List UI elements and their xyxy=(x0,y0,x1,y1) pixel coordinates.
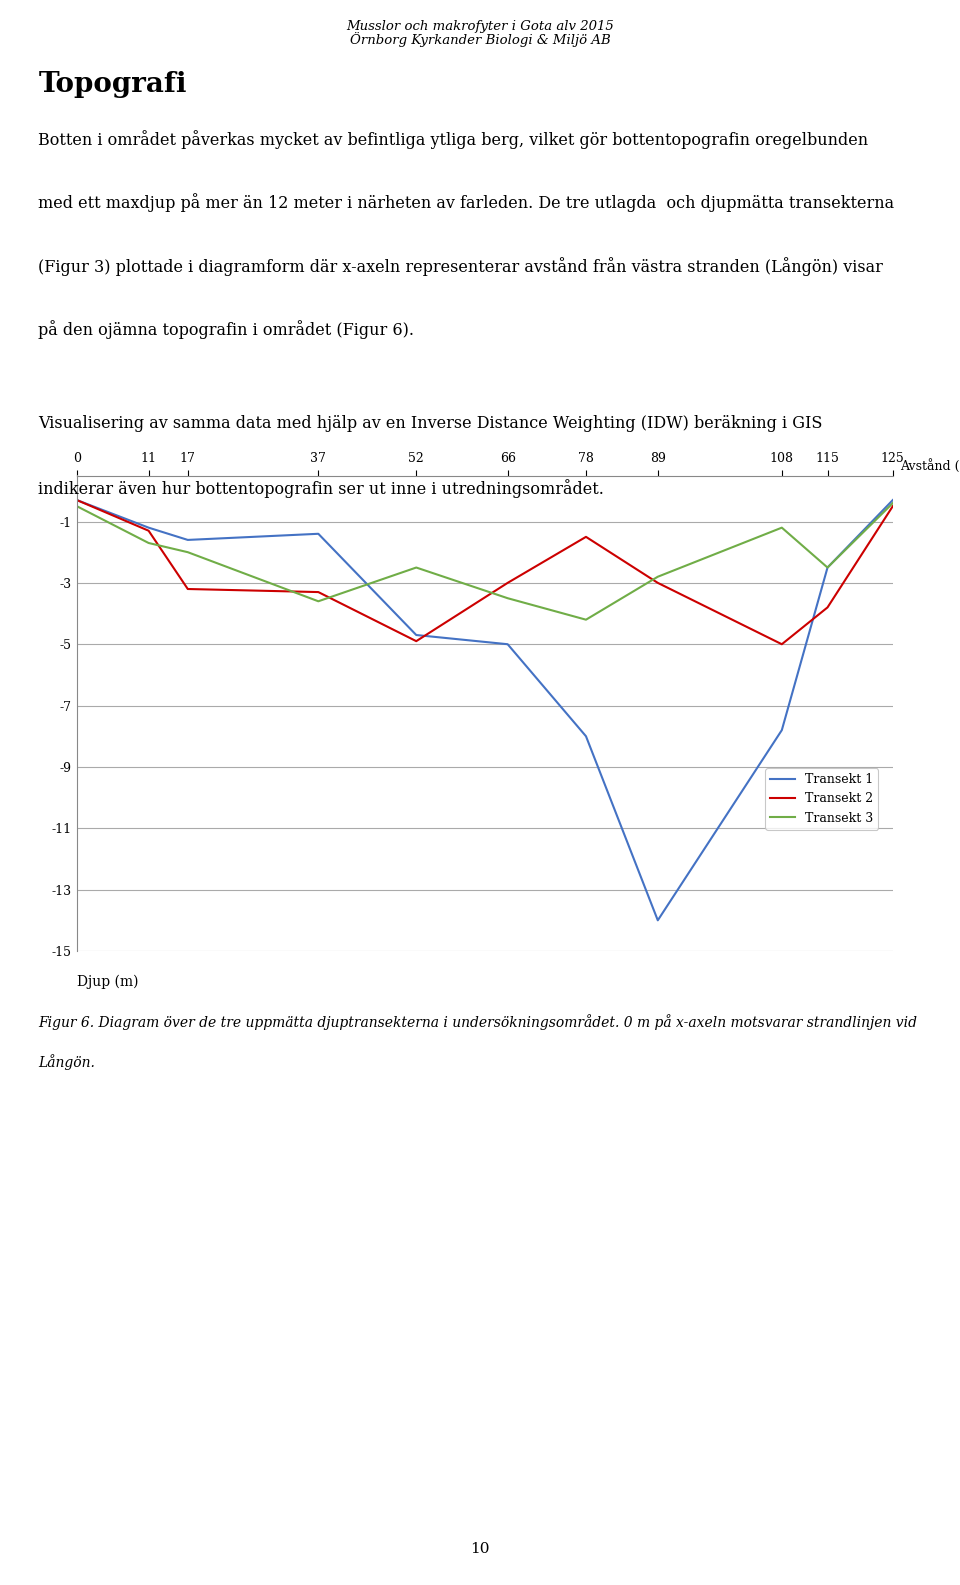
Transekt 3 xyxy=(182,542,194,561)
Transekt 2 xyxy=(887,496,899,515)
Text: Avstånd (m): Avstånd (m) xyxy=(900,458,960,472)
Legend: Transekt 1, Transekt 2, Transekt 3: Transekt 1, Transekt 2, Transekt 3 xyxy=(765,769,878,829)
Transekt 2 xyxy=(652,574,663,593)
Transekt 3 xyxy=(502,588,514,607)
Transekt 2 xyxy=(822,598,833,617)
Transekt 2 xyxy=(411,632,422,651)
Transekt 1 xyxy=(652,911,663,930)
Text: Örnborg Kyrkander Biologi & Miljö AB: Örnborg Kyrkander Biologi & Miljö AB xyxy=(349,32,611,46)
Transekt 2 xyxy=(502,574,514,593)
Line: Transekt 3: Transekt 3 xyxy=(77,502,893,620)
Line: Transekt 1: Transekt 1 xyxy=(77,499,893,921)
Text: med ett maxdjup på mer än 12 meter i närheten av farleden. De tre utlagda  och d: med ett maxdjup på mer än 12 meter i när… xyxy=(38,193,895,212)
Text: på den ojämna topografin i området (Figur 6).: på den ojämna topografin i området (Figu… xyxy=(38,320,415,339)
Text: indikerar även hur bottentopografin ser ut inne i utredningsområdet.: indikerar även hur bottentopografin ser … xyxy=(38,479,604,498)
Transekt 2 xyxy=(182,580,194,599)
Text: Botten i området påverkas mycket av befintliga ytliga berg, vilket gör bottentop: Botten i området påverkas mycket av befi… xyxy=(38,130,869,149)
Text: Figur 6. Diagram över de tre uppmätta djuptransekterna i undersökningsområdet. 0: Figur 6. Diagram över de tre uppmätta dj… xyxy=(38,1014,918,1030)
Transekt 2 xyxy=(313,583,324,602)
Text: Topografi: Topografi xyxy=(38,71,187,98)
Transekt 2 xyxy=(71,490,83,509)
Transekt 3 xyxy=(71,496,83,515)
Transekt 1 xyxy=(887,490,899,509)
Transekt 3 xyxy=(580,610,591,629)
Text: Visualisering av samma data med hjälp av en Inverse Distance Weighting (IDW) ber: Visualisering av samma data med hjälp av… xyxy=(38,415,823,433)
Transekt 1 xyxy=(143,518,155,537)
Transekt 3 xyxy=(313,591,324,610)
Transekt 3 xyxy=(822,558,833,577)
Transekt 1 xyxy=(822,558,833,577)
Text: 10: 10 xyxy=(470,1542,490,1556)
Transekt 2 xyxy=(776,634,787,653)
Transekt 1 xyxy=(502,634,514,653)
Transekt 2 xyxy=(580,528,591,547)
Transekt 3 xyxy=(887,493,899,512)
Transekt 1 xyxy=(182,531,194,550)
Text: Långön.: Långön. xyxy=(38,1054,95,1070)
Transekt 3 xyxy=(776,518,787,537)
Text: Musslor och makrofyter i Gota alv 2015: Musslor och makrofyter i Gota alv 2015 xyxy=(347,19,613,33)
Text: Djup (m): Djup (m) xyxy=(77,975,138,989)
Transekt 1 xyxy=(776,721,787,740)
Transekt 3 xyxy=(143,534,155,553)
Transekt 1 xyxy=(580,728,591,747)
Transekt 3 xyxy=(411,558,422,577)
Transekt 2 xyxy=(143,521,155,540)
Transekt 1 xyxy=(411,626,422,645)
Transekt 3 xyxy=(652,567,663,586)
Line: Transekt 2: Transekt 2 xyxy=(77,499,893,644)
Transekt 1 xyxy=(313,525,324,544)
Text: (Figur 3) plottade i diagramform där x-axeln representerar avstånd från västra s: (Figur 3) plottade i diagramform där x-a… xyxy=(38,257,883,276)
Transekt 1 xyxy=(71,490,83,509)
